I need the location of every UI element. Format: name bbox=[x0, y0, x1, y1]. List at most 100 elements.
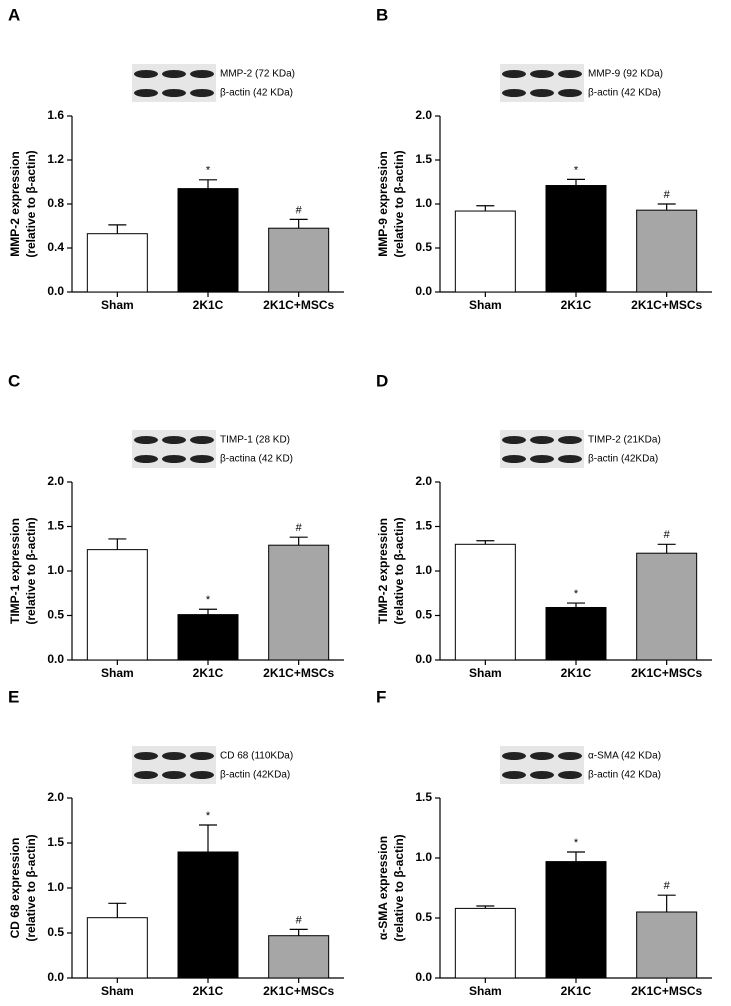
y-tick-label: 2.0 bbox=[47, 474, 64, 488]
y-tick-label: 1.2 bbox=[47, 152, 64, 166]
bar bbox=[636, 552, 698, 661]
x-tick-label: Sham bbox=[101, 298, 134, 312]
bar bbox=[177, 188, 239, 293]
bar bbox=[454, 543, 516, 661]
blot-band bbox=[502, 89, 526, 97]
blot-band bbox=[162, 771, 186, 779]
panel-letter: B bbox=[376, 5, 388, 24]
y-axis-label: TIMP-2 expression bbox=[376, 518, 390, 624]
x-tick-label: 2K1C+MSCs bbox=[263, 666, 334, 680]
y-axis-label: (relative to β-actin) bbox=[392, 150, 406, 257]
x-tick-label: Sham bbox=[101, 666, 134, 680]
blot-band bbox=[502, 436, 526, 444]
blot-label: β-actin (42KDa) bbox=[220, 770, 290, 781]
blot-band bbox=[134, 752, 158, 760]
blot-band bbox=[558, 455, 582, 463]
blot-band bbox=[502, 70, 526, 78]
significance-mark: # bbox=[664, 189, 671, 201]
x-tick-label: Sham bbox=[469, 666, 502, 680]
bar bbox=[268, 935, 330, 979]
blot-band bbox=[530, 752, 554, 760]
blot-label: β-actin (42KDa) bbox=[588, 454, 658, 465]
y-axis-label: α-SMA expression bbox=[376, 836, 390, 940]
bar bbox=[636, 911, 698, 979]
x-tick-label: 2K1C bbox=[193, 298, 224, 312]
x-tick-label: 2K1C bbox=[193, 666, 224, 680]
y-axis-label: (relative to β-actin) bbox=[24, 150, 38, 257]
blot-band bbox=[530, 771, 554, 779]
blot-band bbox=[190, 455, 214, 463]
bar bbox=[177, 851, 239, 979]
y-tick-label: 1.5 bbox=[415, 519, 432, 533]
y-axis-label: CD 68 expression bbox=[8, 838, 22, 939]
blot-band bbox=[134, 70, 158, 78]
blot-band bbox=[162, 455, 186, 463]
panel: C TIMP-1 (28 KD) β-actina (42 KD) TIMP-1 ex… bbox=[8, 371, 344, 680]
y-tick-label: 1.0 bbox=[47, 880, 64, 894]
y-tick-label: 1.5 bbox=[47, 519, 64, 533]
y-tick-label: 1.0 bbox=[47, 563, 64, 577]
y-tick-label: 1.5 bbox=[47, 835, 64, 849]
blot-label: CD 68 (110KDa) bbox=[220, 751, 293, 762]
blot-band bbox=[558, 752, 582, 760]
x-tick-label: Sham bbox=[101, 984, 134, 998]
y-axis-label: MMP-9 expression bbox=[376, 151, 390, 256]
y-tick-label: 0.0 bbox=[415, 652, 432, 666]
blot-band bbox=[190, 752, 214, 760]
significance-mark: * bbox=[206, 165, 211, 177]
significance-mark: * bbox=[574, 164, 579, 176]
y-tick-label: 1.6 bbox=[47, 108, 64, 122]
x-tick-label: 2K1C+MSCs bbox=[631, 984, 702, 998]
significance-mark: * bbox=[574, 588, 579, 600]
panel: D TIMP-2 (21KDa) β-actin (42KDa) TIMP-2 exp… bbox=[376, 371, 712, 680]
blot-band bbox=[134, 89, 158, 97]
bar bbox=[454, 907, 516, 979]
x-tick-label: Sham bbox=[469, 984, 502, 998]
blot-band bbox=[162, 436, 186, 444]
y-tick-label: 0.0 bbox=[47, 652, 64, 666]
y-tick-label: 1.5 bbox=[415, 790, 432, 804]
y-tick-label: 2.0 bbox=[415, 108, 432, 122]
blot-band bbox=[162, 89, 186, 97]
significance-mark: * bbox=[206, 594, 211, 606]
panel: A MMP-2 (72 KDa) β-actin (42 KDa) MMP-2 exp… bbox=[8, 5, 344, 312]
x-tick-label: 2K1C+MSCs bbox=[631, 298, 702, 312]
y-axis-label: (relative to β-actin) bbox=[24, 517, 38, 624]
blot-band bbox=[190, 89, 214, 97]
blot-label: MMP-9 (92 KDa) bbox=[588, 69, 663, 80]
blot-label: β-actina (42 KD) bbox=[220, 454, 293, 465]
blot-label: TIMP-2 (21KDa) bbox=[588, 435, 661, 446]
blot-band bbox=[162, 70, 186, 78]
y-tick-label: 0.5 bbox=[47, 925, 64, 939]
blot-band bbox=[530, 436, 554, 444]
panel: B MMP-9 (92 KDa) β-actin (42 KDa) MMP-9 exp… bbox=[376, 5, 712, 312]
y-tick-label: 1.0 bbox=[415, 850, 432, 864]
bar bbox=[545, 861, 607, 979]
y-axis-label: (relative to β-actin) bbox=[24, 834, 38, 941]
blot-band bbox=[558, 771, 582, 779]
x-tick-label: 2K1C+MSCs bbox=[263, 298, 334, 312]
x-tick-label: Sham bbox=[469, 298, 502, 312]
blot-band bbox=[558, 436, 582, 444]
significance-mark: # bbox=[664, 880, 671, 892]
y-tick-label: 0.5 bbox=[415, 910, 432, 924]
y-axis-label: (relative to β-actin) bbox=[392, 834, 406, 941]
blot-band bbox=[502, 752, 526, 760]
panel-letter: A bbox=[8, 5, 20, 24]
significance-mark: * bbox=[574, 837, 579, 849]
blot-band bbox=[190, 771, 214, 779]
panel: E CD 68 (110KDa) β-actin (42KDa) CD 68 expr… bbox=[8, 687, 344, 998]
y-tick-label: 0.0 bbox=[47, 284, 64, 298]
blot-band bbox=[134, 436, 158, 444]
x-tick-label: 2K1C bbox=[561, 666, 592, 680]
blot-label: β-actin (42 KDa) bbox=[588, 88, 661, 99]
x-tick-label: 2K1C bbox=[561, 298, 592, 312]
significance-mark: # bbox=[296, 522, 303, 534]
y-tick-label: 1.0 bbox=[415, 196, 432, 210]
blot-band bbox=[530, 89, 554, 97]
y-tick-label: 1.5 bbox=[415, 152, 432, 166]
y-tick-label: 0.4 bbox=[47, 240, 64, 254]
blot-label: TIMP-1 (28 KD) bbox=[220, 435, 290, 446]
blot-band bbox=[558, 89, 582, 97]
